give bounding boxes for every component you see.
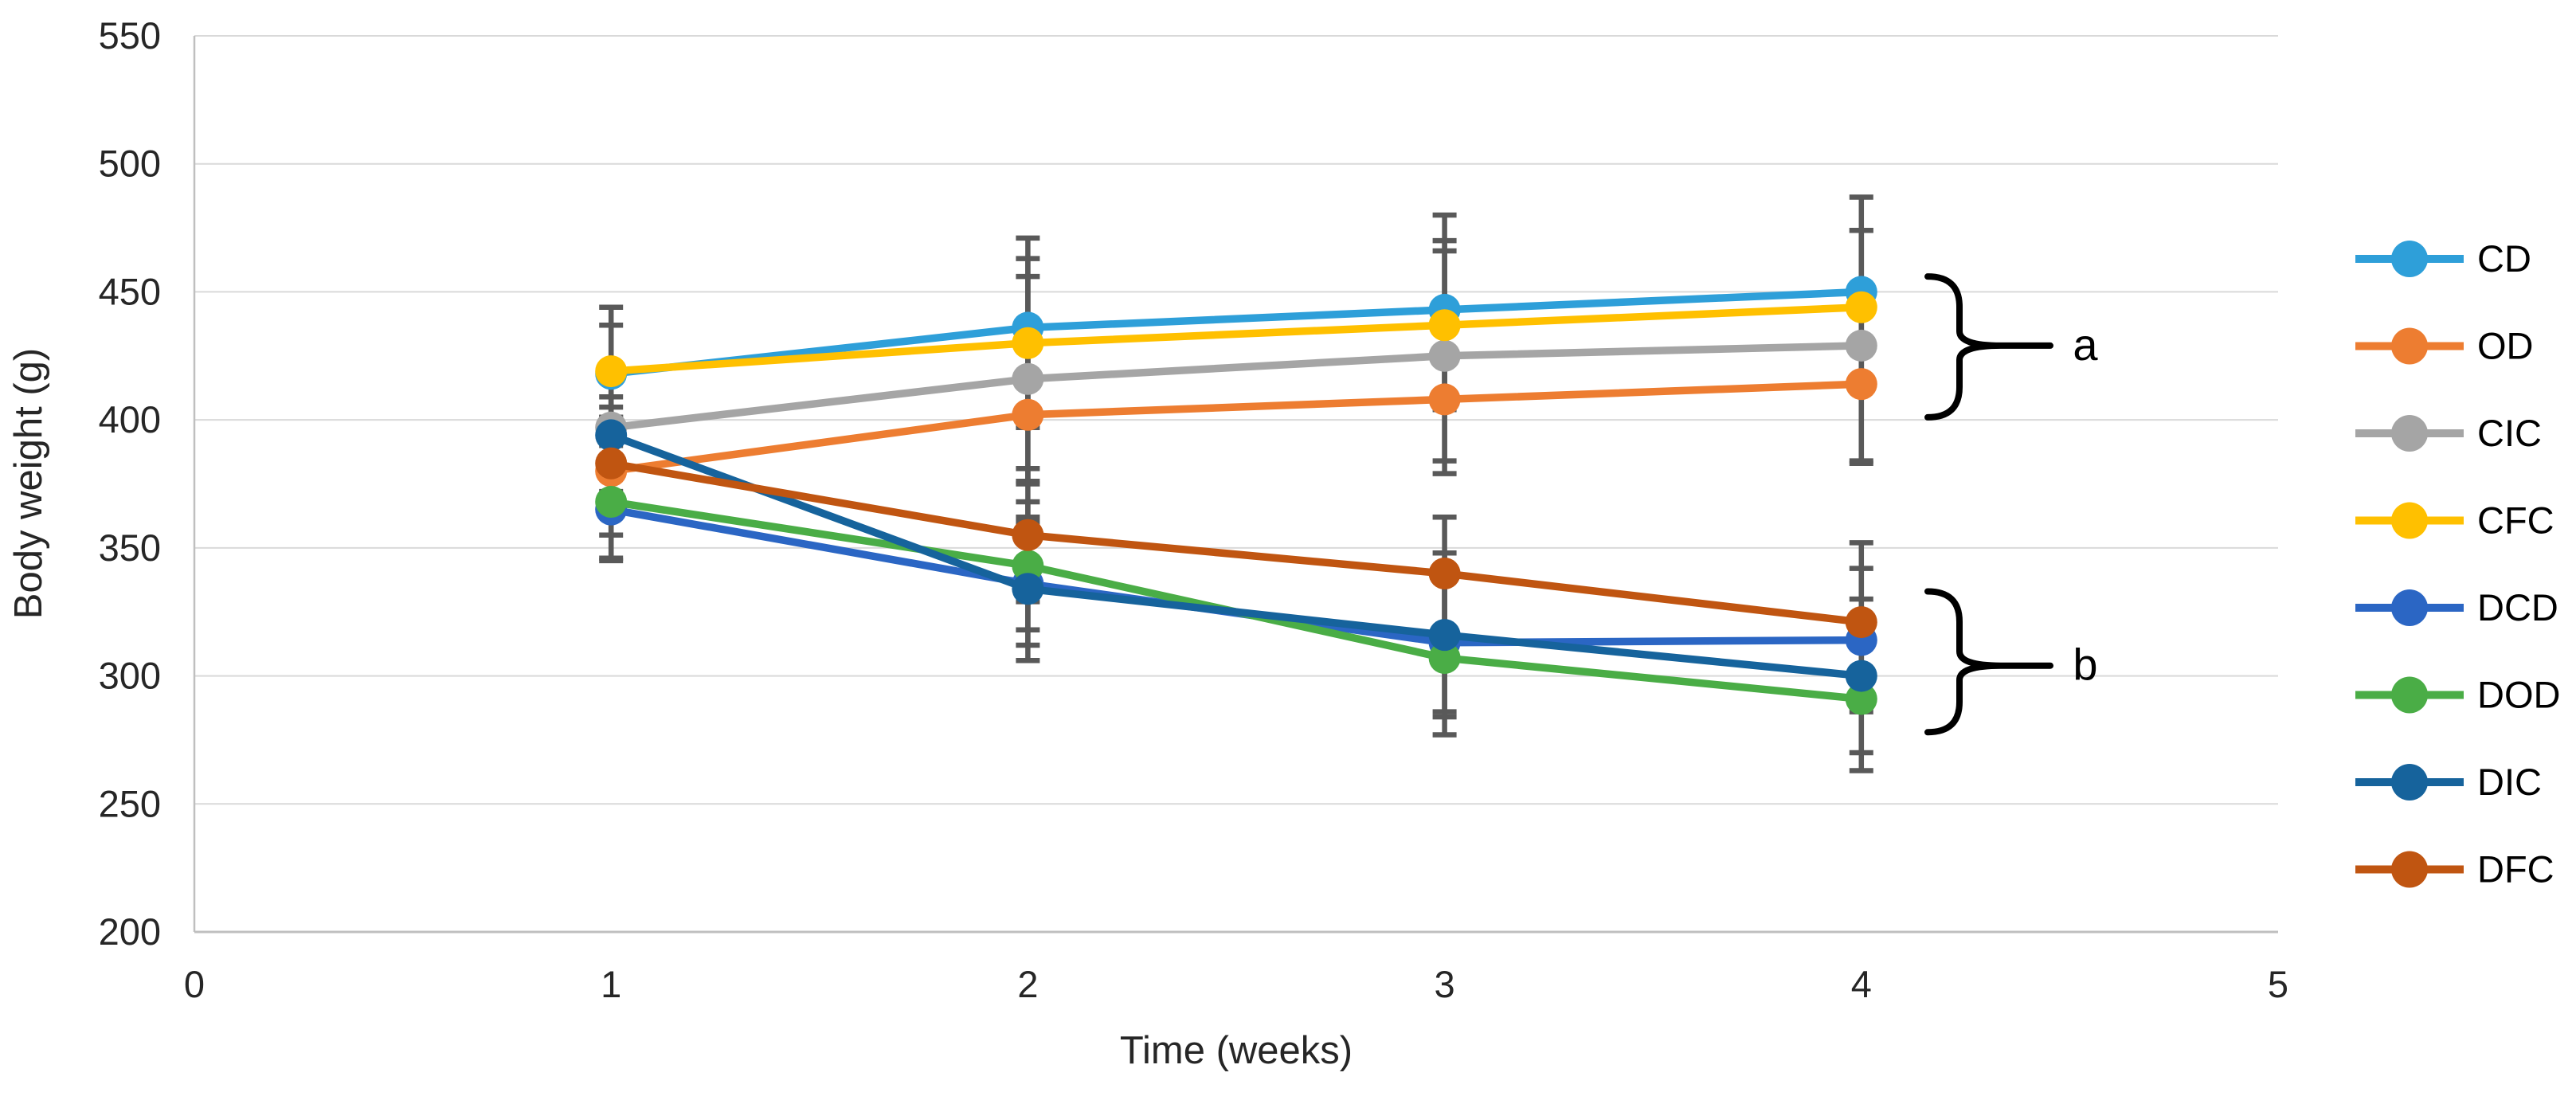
y-tick-label-550: 550 <box>99 14 161 57</box>
data-point-CFC-week3 <box>1428 309 1461 342</box>
annotation-letter-a: a <box>2073 319 2098 370</box>
data-point-DFC-week2 <box>1012 519 1044 551</box>
y-tick-label-300: 300 <box>99 655 161 697</box>
legend-marker-CFC <box>2391 502 2428 539</box>
legend-item-OD: OD <box>2355 325 2534 367</box>
data-point-CIC-week2 <box>1012 362 1044 395</box>
annotation-letter-b: b <box>2073 640 2097 690</box>
data-point-OD-week4 <box>1845 368 1877 401</box>
brace-annotations: ab <box>1924 273 2098 736</box>
x-tick-label-2: 2 <box>1017 963 1038 1005</box>
data-point-DFC-week3 <box>1428 558 1461 589</box>
series-line-DIC <box>607 431 1865 680</box>
legend-item-DOD: DOD <box>2355 674 2560 716</box>
x-tick-label-5: 5 <box>2268 963 2288 1005</box>
series-line-CFC <box>607 303 1865 375</box>
legend-marker-CIC <box>2391 415 2428 452</box>
y-tick-label-450: 450 <box>99 270 161 312</box>
gridlines <box>193 35 2278 934</box>
x-tick-label-4: 4 <box>1851 963 1872 1005</box>
legend-marker-CD <box>2391 241 2428 277</box>
series-DIC <box>595 419 1877 692</box>
data-point-DFC-week4 <box>1845 606 1877 639</box>
legend-item-CFC: CFC <box>2355 499 2554 542</box>
data-point-DFC-week1 <box>595 447 628 480</box>
data-point-DOD-week3 <box>1428 642 1461 675</box>
x-tick-label-0: 0 <box>184 963 205 1005</box>
data-point-CFC-week1 <box>595 355 628 388</box>
data-point-DOD-week4 <box>1845 683 1877 715</box>
data-point-OD-week3 <box>1428 383 1461 416</box>
legend-item-CD: CD <box>2355 237 2531 280</box>
x-axis-title: Time (weeks) <box>1120 1029 1353 1072</box>
data-point-DIC-week1 <box>595 419 628 452</box>
series-CFC <box>595 291 1877 388</box>
legend-label-CD: CD <box>2477 237 2531 280</box>
y-tick-label-500: 500 <box>99 143 161 185</box>
data-point-DIC-week4 <box>1845 660 1877 692</box>
legend-marker-DFC <box>2391 851 2428 888</box>
data-point-DOD-week1 <box>595 486 628 518</box>
data-series <box>595 276 1877 715</box>
legend-marker-DOD <box>2391 676 2428 714</box>
y-tick-label-200: 200 <box>99 910 161 953</box>
legend-marker-DCD <box>2391 589 2428 626</box>
axis-tick-labels: 200 250 300 350 400 450 500 550 0 1 2 3 4 5 <box>99 14 2288 1005</box>
data-point-CFC-week4 <box>1845 291 1877 323</box>
y-tick-label-400: 400 <box>99 398 161 440</box>
legend-label-DOD: DOD <box>2477 674 2560 716</box>
error-bars-CFC <box>599 228 1873 431</box>
legend-label-DFC: DFC <box>2477 848 2554 891</box>
data-point-DIC-week3 <box>1428 619 1461 652</box>
series-line-DFC <box>607 460 1865 626</box>
legend-label-OD: OD <box>2477 325 2534 367</box>
legend-label-DIC: DIC <box>2477 761 2542 803</box>
brace-b <box>1924 588 2053 736</box>
data-point-CIC-week4 <box>1845 329 1877 362</box>
data-point-DOD-week2 <box>1012 550 1044 582</box>
x-tick-label-3: 3 <box>1435 963 1455 1005</box>
legend-item-DFC: DFC <box>2355 848 2554 891</box>
data-point-CFC-week2 <box>1012 327 1044 359</box>
error-bars-DIC <box>599 376 1873 756</box>
legend-item-DCD: DCD <box>2355 586 2558 628</box>
x-tick-label-1: 1 <box>601 963 621 1005</box>
data-point-OD-week2 <box>1012 398 1044 431</box>
legend-label-CFC: CFC <box>2477 499 2554 542</box>
data-point-CIC-week3 <box>1428 339 1461 372</box>
legend: CD OD CIC CFC DCD DOD DIC DFC <box>2355 237 2560 891</box>
series-line-CIC <box>607 342 1865 432</box>
data-point-DIC-week2 <box>1012 573 1044 605</box>
series-line-OD <box>607 380 1865 476</box>
brace-a <box>1924 273 2053 421</box>
series-OD <box>595 368 1877 487</box>
legend-item-DIC: DIC <box>2355 761 2542 803</box>
legend-item-CIC: CIC <box>2355 412 2542 454</box>
series-DCD <box>595 493 1877 659</box>
series-line-CD <box>607 288 1865 378</box>
legend-label-CIC: CIC <box>2477 412 2542 454</box>
legend-marker-OD <box>2391 327 2428 365</box>
series-DFC <box>595 447 1877 639</box>
y-tick-label-250: 250 <box>99 782 161 824</box>
y-axis-title: Body weight (g) <box>7 348 50 619</box>
legend-label-DCD: DCD <box>2477 586 2558 628</box>
y-tick-label-350: 350 <box>99 527 161 569</box>
legend-marker-DIC <box>2391 764 2428 801</box>
series-CIC <box>595 329 1877 444</box>
